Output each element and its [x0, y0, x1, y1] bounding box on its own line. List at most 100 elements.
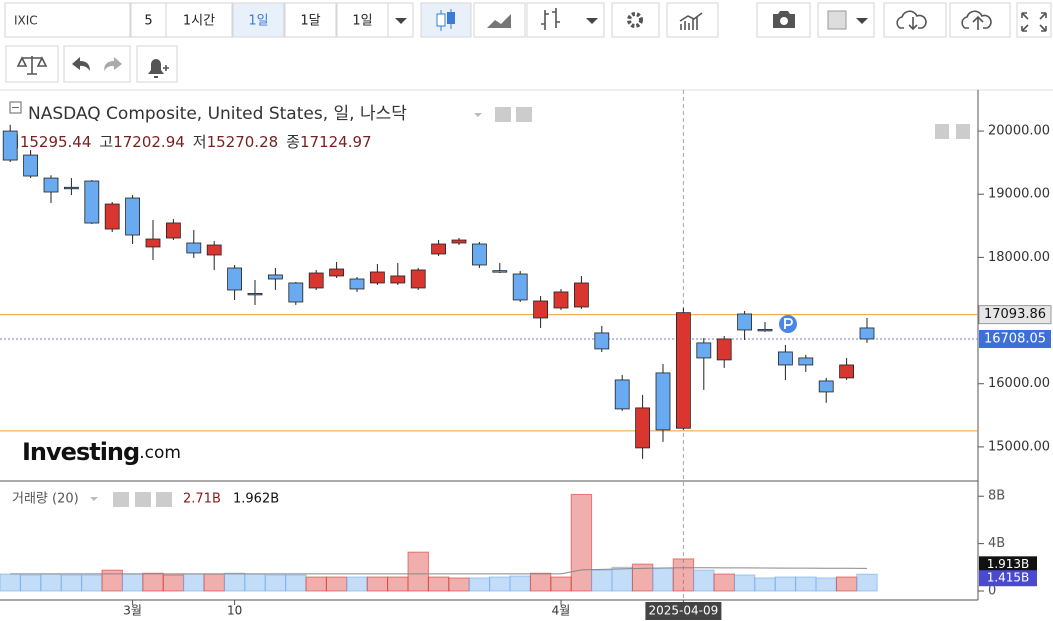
- expand-icon: [1021, 12, 1047, 32]
- ohlc-value: 17124.97: [300, 133, 372, 151]
- volume-legend-name: 거래량 (20): [12, 492, 79, 507]
- volume-bar: [325, 576, 348, 592]
- x-hover-box: [645, 602, 722, 620]
- bar-icon: [541, 8, 560, 30]
- symbol-box[interactable]: [4, 2, 131, 38]
- volume-bar: [733, 574, 756, 592]
- volume-tick-label: 4B: [988, 536, 1005, 551]
- interval-button[interactable]: [336, 2, 389, 38]
- ohlc-value: 15295.44: [20, 133, 92, 151]
- candle-body: [451, 239, 467, 244]
- settings-icon[interactable]: [516, 107, 532, 122]
- toolbar: IXIC 5 1시간 1일 1달 1일: [4, 2, 1052, 38]
- candle-type-button[interactable]: [420, 2, 472, 38]
- candle-icon: [436, 9, 455, 31]
- volume-bar: [60, 574, 83, 592]
- volume-dropdown[interactable]: [90, 497, 98, 501]
- watermark-brand: Investing.com: [22, 438, 181, 466]
- ohlc-label: 고: [99, 133, 113, 151]
- volume-bar: [774, 576, 797, 592]
- candle-body: [512, 273, 528, 301]
- volume-ma-line: [10, 567, 868, 575]
- event-marker[interactable]: [779, 315, 797, 333]
- volume-bar: [815, 577, 837, 592]
- candle-body: [308, 272, 324, 289]
- candle-body: [288, 282, 304, 303]
- x-tick-label: 3월: [123, 604, 142, 618]
- x-tick-label: 4월: [552, 604, 571, 618]
- candle-body: [635, 407, 650, 449]
- load-button[interactable]: [883, 2, 947, 38]
- volume-bar: [203, 573, 225, 592]
- volume-hover-value: 2.71B: [183, 492, 221, 507]
- candle-body: [533, 300, 548, 319]
- scale-arrow-icon[interactable]: [956, 124, 970, 139]
- undo-icon[interactable]: [72, 57, 90, 71]
- bell-icon: [148, 59, 164, 78]
- candle-body: [390, 275, 406, 284]
- save-button[interactable]: [949, 2, 1011, 38]
- visibility-icon[interactable]: [495, 107, 511, 122]
- interval-label: 1달: [300, 14, 320, 29]
- candle-body: [676, 312, 691, 429]
- volume-bar: [509, 575, 531, 592]
- cloud-download-icon: [896, 10, 927, 31]
- fullscreen-button[interactable]: [1016, 2, 1052, 38]
- indicators-icon: [679, 12, 703, 30]
- volume-bar: [427, 576, 450, 592]
- volume-bar: [264, 574, 287, 592]
- chart-title: NASDAQ Composite, United States, 일, 나스닥: [28, 104, 407, 124]
- gear-icon: [627, 12, 643, 28]
- event-marker-glyph: [784, 318, 793, 329]
- volume-bar: [489, 576, 511, 592]
- scale-arrow-icon[interactable]: [935, 124, 949, 139]
- volume-bar: [244, 573, 266, 592]
- volume-bar: [693, 569, 715, 592]
- candle-body: [431, 243, 447, 255]
- area-type-button[interactable]: [473, 2, 526, 38]
- visibility-icon[interactable]: [113, 492, 129, 507]
- price-label-box: [978, 305, 1052, 325]
- volume-bar: [754, 577, 776, 592]
- remove-icon[interactable]: [156, 492, 172, 507]
- volume-label: 1.913B: [987, 557, 1030, 571]
- volume-bar: [407, 551, 429, 592]
- y-tick-label: 18000.00: [988, 250, 1050, 265]
- interval-button[interactable]: [165, 2, 233, 38]
- settings-button[interactable]: [611, 2, 660, 38]
- interval-button[interactable]: [284, 2, 337, 38]
- watermark-main: Investing: [22, 438, 139, 466]
- candle-body: [227, 267, 243, 291]
- volume-bar: [591, 569, 613, 592]
- volume-bar: [223, 572, 246, 592]
- interval-label: 1시간: [183, 14, 215, 29]
- collapse-box[interactable]: [9, 101, 22, 114]
- symbol: IXIC: [14, 14, 38, 28]
- interval-label: 5: [144, 14, 152, 29]
- y-tick-label: 19000.00: [988, 187, 1050, 202]
- interval-label: 1일: [352, 14, 372, 29]
- y-tick-label: 15000.00: [988, 439, 1050, 454]
- candle-body: [84, 180, 100, 224]
- toolbar-secondary: [5, 45, 178, 83]
- volume-bar: [19, 574, 42, 592]
- settings-icon[interactable]: [135, 492, 151, 507]
- candle-body: [574, 282, 589, 308]
- volume-bar: [550, 576, 572, 592]
- interval-label: 1일: [248, 14, 268, 29]
- volume-bar: [713, 573, 735, 592]
- redo-icon[interactable]: [104, 57, 122, 71]
- volume-tick-label: 8B: [988, 489, 1005, 504]
- volume-label-box: [979, 556, 1037, 573]
- candle-body: [737, 313, 752, 331]
- candle-body: [859, 327, 875, 340]
- title-dropdown[interactable]: [474, 113, 482, 117]
- volume-bar: [611, 566, 633, 592]
- candle-body: [2, 130, 18, 161]
- candle-body: [553, 291, 569, 309]
- volume-bar: [387, 576, 409, 592]
- candle-body: [778, 351, 793, 366]
- interval-button[interactable]: [232, 2, 285, 38]
